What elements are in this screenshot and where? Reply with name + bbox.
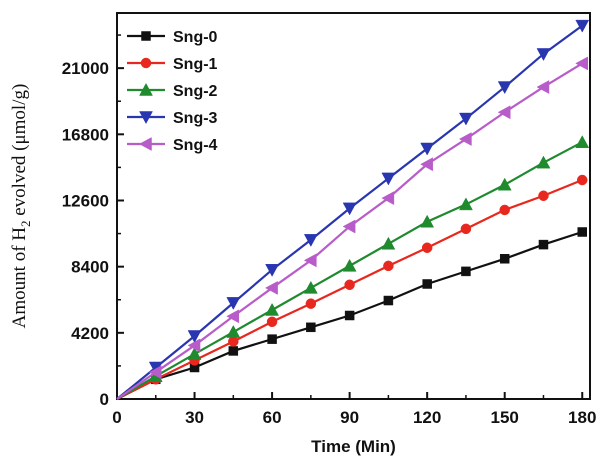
- y-axis-title-main: Amount of H: [9, 227, 30, 329]
- data-point-marker: [226, 309, 240, 324]
- legend-label: Sng-4: [173, 137, 218, 154]
- data-point-marker: [187, 347, 202, 360]
- series-sng-0: [116, 227, 587, 400]
- y-axis-title-rest: evolved (μmol/g): [9, 84, 30, 221]
- data-point-marker: [575, 135, 590, 148]
- data-point-marker: [303, 234, 318, 247]
- data-point-marker: [576, 174, 588, 186]
- data-point-marker: [497, 105, 511, 120]
- legend-label: Sng-1: [173, 56, 218, 73]
- legend: Sng-0 Sng-1 Sng-2 Sng-3 Sng-4: [127, 29, 218, 154]
- x-tick-label: 0: [112, 408, 121, 427]
- legend-item: Sng-3: [127, 110, 218, 127]
- data-point-marker: [342, 202, 357, 216]
- x-tick-label: 150: [491, 408, 519, 427]
- data-point-marker: [228, 336, 239, 347]
- data-point-marker: [138, 137, 152, 151]
- data-point-marker: [303, 280, 318, 294]
- data-point-marker: [420, 214, 435, 228]
- data-point-marker: [538, 239, 549, 250]
- legend-label: Sng-3: [173, 110, 218, 127]
- data-point-marker: [383, 295, 394, 306]
- legend-label: Sng-2: [173, 83, 218, 100]
- data-point-marker: [140, 57, 152, 69]
- data-point-marker: [575, 19, 590, 33]
- data-point-marker: [536, 48, 551, 61]
- data-point-marker: [141, 31, 151, 41]
- data-point-marker: [148, 365, 162, 380]
- data-point-marker: [497, 177, 512, 191]
- data-point-marker: [344, 279, 355, 291]
- data-point-marker: [422, 279, 432, 289]
- data-point-marker: [266, 316, 278, 328]
- data-point-marker: [187, 338, 201, 353]
- legend-item: Sng-2: [127, 82, 218, 100]
- data-point-marker: [381, 172, 396, 186]
- data-point-marker: [499, 254, 510, 264]
- data-point-marker: [538, 190, 549, 202]
- x-tick-label: 30: [185, 408, 204, 427]
- data-point-marker: [265, 281, 278, 295]
- y-tick-label: 0: [100, 390, 109, 409]
- data-point-marker: [536, 80, 550, 94]
- data-point-marker: [575, 56, 588, 71]
- data-point-marker: [342, 219, 356, 234]
- legend-label: Sng-0: [173, 29, 218, 46]
- axes-layer: 0 30 60 90 120 150 180 0 4200 8400 12600 16800 21000: [62, 12, 596, 427]
- data-point-marker: [344, 310, 355, 321]
- series-sng-4: [116, 56, 588, 400]
- y-axis-title: Amount of H2 evolved (μmol/g): [9, 84, 33, 329]
- data-point-marker: [536, 155, 551, 169]
- data-point-marker: [139, 111, 153, 125]
- x-axis-title: Time (Min): [311, 437, 396, 456]
- data-point-marker: [459, 197, 473, 211]
- y-tick-label: 8400: [71, 258, 109, 277]
- data-point-marker: [459, 112, 473, 126]
- data-point-marker: [421, 242, 433, 254]
- x-tick-label: 90: [340, 408, 359, 427]
- data-point-marker: [460, 223, 472, 235]
- y-tick-label: 12600: [62, 191, 109, 210]
- data-point-marker: [383, 260, 394, 272]
- data-point-marker: [303, 253, 317, 268]
- data-point-marker: [499, 204, 510, 216]
- data-point-marker: [267, 334, 277, 344]
- series-sng-2: [116, 135, 590, 400]
- data-point-marker: [342, 258, 357, 272]
- data-point-marker: [265, 264, 280, 277]
- x-tick-label: 120: [413, 408, 441, 427]
- data-point-marker: [187, 330, 202, 344]
- plot-frame: [116, 12, 591, 400]
- data-point-marker: [265, 302, 280, 316]
- legend-item: Sng-1: [127, 56, 218, 73]
- data-point-marker: [226, 325, 241, 338]
- y-tick-label: 21000: [62, 59, 109, 78]
- x-tick-label: 180: [568, 408, 596, 427]
- data-point-marker: [305, 298, 317, 309]
- data-point-marker: [497, 81, 512, 95]
- data-point-marker: [420, 157, 433, 172]
- series-layer: [116, 19, 590, 400]
- data-point-marker: [306, 322, 316, 333]
- data-point-marker: [577, 227, 587, 237]
- data-point-marker: [458, 132, 472, 146]
- data-point-marker: [461, 266, 471, 277]
- x-tick-label: 60: [263, 408, 282, 427]
- data-point-marker: [228, 346, 239, 356]
- y-tick-label: 16800: [62, 125, 109, 144]
- data-point-marker: [381, 236, 396, 250]
- data-point-marker: [139, 82, 153, 96]
- series-sng-1: [116, 174, 588, 400]
- y-axis-title-subscript: 2: [18, 221, 33, 228]
- legend-item: Sng-0: [127, 29, 218, 46]
- legend-item: Sng-4: [127, 137, 218, 154]
- series-sng-3: [116, 19, 590, 400]
- data-point-marker: [381, 191, 395, 206]
- data-point-marker: [226, 297, 241, 310]
- data-point-marker: [420, 142, 435, 156]
- y-tick-label: 4200: [71, 324, 109, 343]
